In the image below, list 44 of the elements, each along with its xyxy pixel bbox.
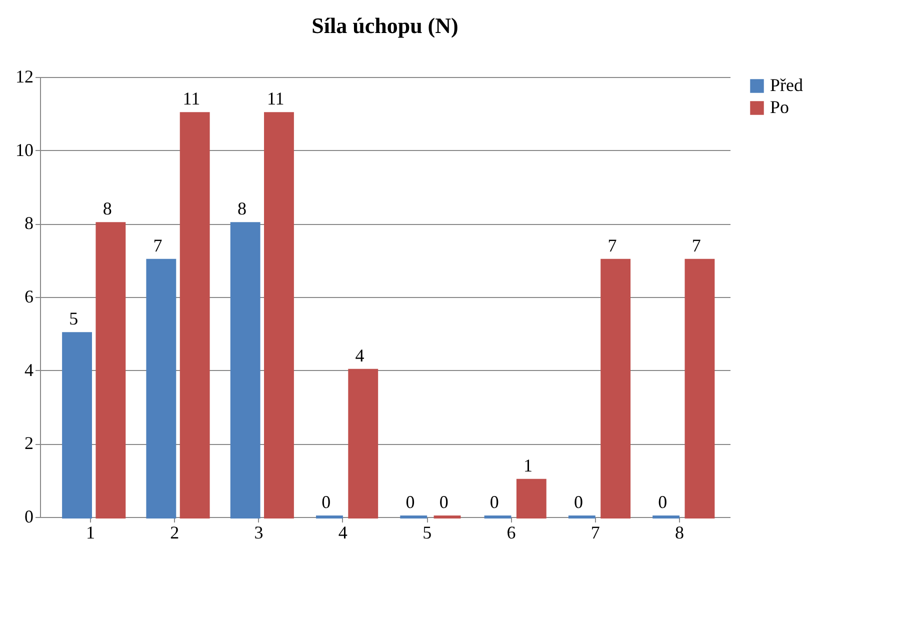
bar <box>230 222 260 518</box>
data-label: 0 <box>406 492 415 512</box>
bar <box>96 222 126 518</box>
bar <box>62 332 92 518</box>
data-label: 4 <box>355 345 364 366</box>
x-tick-label: 7 <box>590 522 600 542</box>
chart-title: Síla úchopu (N) <box>312 13 458 38</box>
y-tick-label: 4 <box>24 360 34 380</box>
data-label: 7 <box>153 235 162 256</box>
bar <box>146 258 176 518</box>
y-tick-label: 2 <box>24 433 34 454</box>
x-tick-label: 5 <box>422 522 432 542</box>
data-label: 7 <box>692 235 701 256</box>
data-label: 1 <box>524 455 533 476</box>
y-tick-label: 10 <box>16 140 34 160</box>
data-label: 0 <box>658 492 668 512</box>
legend-label: Před <box>770 75 803 95</box>
data-label: 7 <box>608 235 617 256</box>
bar <box>600 258 631 518</box>
bar <box>180 112 210 518</box>
y-tick-label: 6 <box>24 286 34 306</box>
data-label: 8 <box>102 198 112 219</box>
x-tick-label: 4 <box>338 522 348 542</box>
data-label: 11 <box>182 88 200 109</box>
x-tick-label: 1 <box>86 522 95 542</box>
x-tick-label: 2 <box>170 522 180 542</box>
x-tick-label: 6 <box>506 522 516 542</box>
data-label: 0 <box>574 492 584 512</box>
bar <box>348 368 378 518</box>
bar <box>684 258 715 518</box>
x-tick-label: 8 <box>675 522 684 542</box>
data-label: 0 <box>439 492 448 512</box>
x-tick-label: 3 <box>254 522 264 542</box>
data-label: 0 <box>490 492 499 512</box>
y-tick-label: 8 <box>24 213 34 234</box>
bar <box>516 478 546 518</box>
data-label: 0 <box>322 492 331 512</box>
y-tick-label: 12 <box>16 66 34 86</box>
y-tick-label: 0 <box>24 506 34 526</box>
data-label: 8 <box>237 198 246 219</box>
data-label: 11 <box>266 88 284 109</box>
bar <box>264 112 294 518</box>
data-label: 5 <box>69 308 78 329</box>
legend-label: Po <box>770 97 790 117</box>
